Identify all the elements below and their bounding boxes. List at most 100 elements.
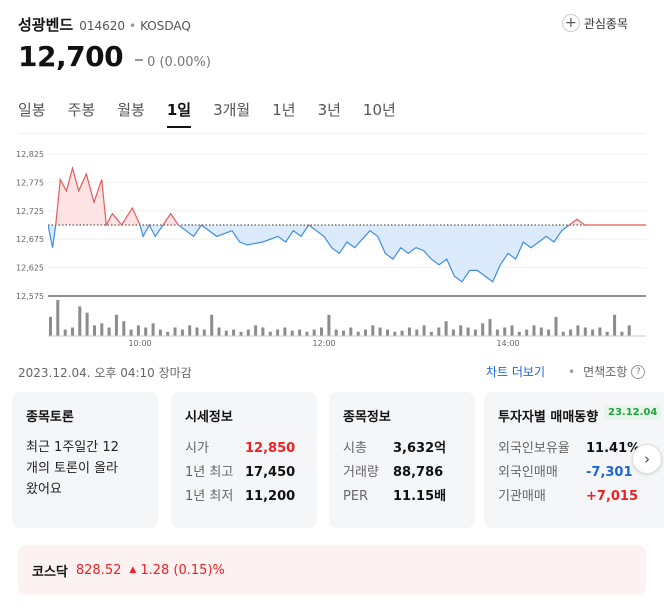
x-tick-label: 10:00	[128, 339, 151, 348]
volume-bar	[393, 331, 397, 336]
tab-1day[interactable]: 1일	[166, 96, 192, 128]
intraday-chart[interactable]: 12,825 12,775 12,725 12,675 12,625 12,575 10:0…	[0, 140, 664, 352]
info-card[interactable]: 종목정보 시총 3,632억 거래량 88,786 PER 11.15배	[329, 392, 475, 528]
investor-institution-value: +7,015	[586, 489, 639, 504]
tab-daily[interactable]: 일봉	[18, 101, 46, 119]
x-tick-label: 12:00	[312, 339, 335, 348]
quote-card[interactable]: 시세정보 시가 12,850 1년 최고 17,450 1년 최저 11,200	[171, 392, 317, 528]
volume-bar	[85, 312, 89, 336]
info-mktcap-label: 시총	[343, 441, 367, 456]
tab-1year[interactable]: 1년	[272, 101, 296, 119]
investor-institution-row: 기관매매 +7,015	[498, 485, 650, 509]
volume-bar	[598, 327, 602, 336]
volume-bar	[180, 329, 184, 336]
quote-low-value: 11,200	[245, 489, 296, 504]
volume-bar	[56, 300, 60, 336]
y-tick-label: 12,625	[16, 264, 44, 273]
plus-icon: +	[561, 14, 580, 32]
volume-bar	[122, 321, 126, 336]
y-tick-label: 12,675	[16, 235, 44, 244]
info-volume-value: 88,786	[393, 465, 444, 480]
volume-bar	[49, 316, 52, 336]
volume-bar	[525, 329, 529, 336]
current-price: 12,700	[18, 40, 124, 73]
volume-bar	[459, 325, 463, 336]
volume-bar	[334, 329, 338, 336]
volume-bar	[451, 329, 455, 336]
volume-bar	[576, 325, 580, 336]
volume-bar	[290, 330, 294, 336]
volume-bar	[107, 327, 111, 336]
volume-bar	[158, 329, 162, 336]
tab-weekly[interactable]: 주봉	[67, 101, 96, 119]
forum-card[interactable]: 종목토론 최근 1주일간 12개의 토론이 올라왔어요	[12, 392, 158, 528]
y-tick-label: 12,825	[16, 150, 44, 159]
chart-more-link[interactable]: 차트 더보기	[486, 365, 546, 379]
quote-open-value: 12,850	[245, 441, 296, 456]
volume-bar	[202, 329, 206, 336]
quote-high-row: 1년 최고 17,450	[185, 461, 303, 485]
volume-bar	[539, 327, 543, 336]
volume-bar	[129, 329, 133, 336]
tab-10year[interactable]: 10년	[362, 101, 396, 119]
volume-bar	[495, 329, 499, 336]
tab-3month[interactable]: 3개월	[213, 101, 251, 119]
tabs-divider	[18, 133, 646, 134]
help-icon[interactable]: ?	[631, 364, 646, 379]
volume-bar	[561, 331, 565, 336]
kosdaq-value: 828.52	[75, 562, 122, 578]
quote-high-label: 1년 최고	[185, 465, 234, 480]
x-tick-label: 14:00	[496, 339, 519, 348]
volume-bar	[276, 329, 280, 336]
info-volume-row: 거래량 88,786	[343, 461, 461, 485]
volume-bar	[195, 327, 199, 336]
market-close-time: 2023.12.04. 오후 04:10 장마감	[18, 366, 192, 380]
stock-name: 성광벤드	[18, 16, 74, 34]
tab-3year[interactable]: 3년	[317, 101, 341, 119]
volume-bar	[224, 330, 228, 336]
info-title: 종목정보	[343, 410, 391, 425]
volume-bar	[254, 325, 258, 336]
volume-bar	[320, 327, 323, 336]
volume-bar	[473, 329, 477, 336]
volume-bar	[63, 329, 67, 336]
up-arrow-icon: ▲	[129, 565, 137, 575]
info-mktcap-value: 3,632억	[393, 441, 447, 456]
volume-bar	[481, 323, 485, 336]
investor-date-badge: 23.12.04	[604, 405, 662, 420]
volume-bar	[100, 323, 104, 336]
disclaimer-link[interactable]: • 면책조항 ?	[568, 363, 646, 380]
volume-bar	[93, 325, 96, 336]
volume-bar	[114, 314, 118, 336]
volume-bar	[503, 327, 507, 336]
volume-bar	[188, 325, 192, 336]
volume-bar	[144, 327, 148, 336]
period-tabs: 일봉 주봉 월봉 1일 3개월 1년 3년 10년	[18, 96, 664, 128]
kosdaq-index-bar[interactable]: 코스닥 828.52 ▲ 1.28 (0.15)%	[18, 545, 646, 595]
investor-title: 투자자별 매매동향	[498, 410, 599, 425]
volume-bar	[312, 329, 316, 336]
flat-change-icon	[135, 59, 144, 61]
volume-bar	[246, 329, 250, 336]
volume-bar	[605, 331, 609, 336]
volume-bar	[444, 321, 448, 336]
info-per-label: PER	[343, 489, 369, 504]
add-watchlist-button[interactable]: + 관심종목	[561, 14, 628, 32]
volume-bar	[305, 331, 309, 336]
volume-bar	[261, 327, 265, 336]
investor-foreign-ratio-label: 외국인보유율	[498, 441, 570, 456]
investor-foreign-trade-row: 외국인매매 -7,301	[498, 461, 650, 485]
price-change: 0 (0.00%)	[147, 55, 211, 70]
volume-bar	[173, 327, 177, 336]
volume-bar	[217, 327, 221, 336]
volume-bar	[151, 323, 155, 336]
y-tick-label: 12,725	[16, 207, 44, 216]
volume-bar	[407, 327, 411, 336]
volume-bar	[613, 314, 617, 336]
kosdaq-label: 코스닥	[32, 564, 68, 580]
tab-monthly[interactable]: 월봉	[117, 101, 145, 119]
volume-bar	[166, 331, 170, 336]
volume-bar	[342, 330, 345, 336]
price-row: 12,700 0 (0.00%)	[18, 40, 211, 73]
chevron-right-icon[interactable]: ›	[632, 444, 662, 474]
